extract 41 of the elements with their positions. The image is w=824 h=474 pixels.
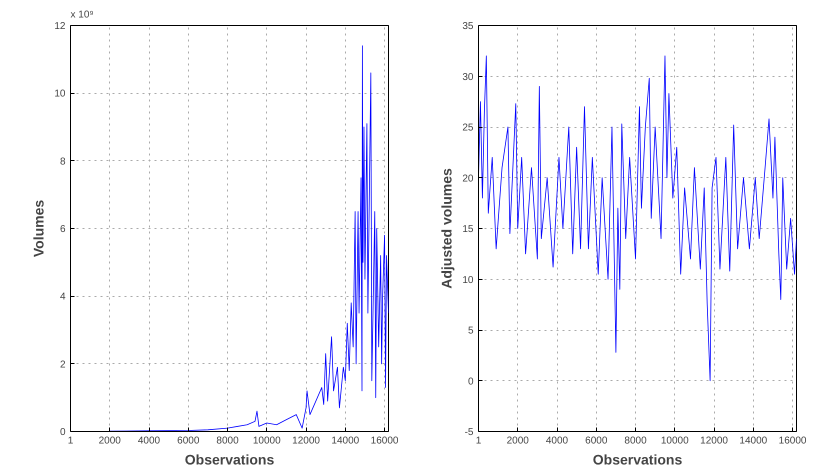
line-series (478, 56, 796, 382)
x-tick-label: 12000 (292, 436, 320, 446)
x-tick-label: 8000 (624, 436, 648, 446)
x-tick-label: 8000 (216, 436, 240, 446)
y-tick-label: 0 (60, 427, 66, 438)
y-tick-label: 8 (60, 156, 66, 168)
y-tick-label: 2 (60, 359, 66, 370)
y-tick-label: 0 (468, 376, 474, 388)
x-tick-label: 6000 (585, 436, 608, 446)
y-tick-label: 30 (462, 72, 474, 83)
x-tick-label: 4000 (138, 436, 161, 446)
x-tick-label: 6000 (177, 436, 200, 446)
y-tick-label: 15 (462, 224, 474, 235)
y-tick-label: 35 (462, 21, 474, 32)
x-tick-label: 16000 (778, 436, 807, 446)
x-tick-label: 10000 (252, 436, 282, 446)
y-tick-label: -5 (464, 427, 474, 438)
x-tick-label: 2000 (98, 436, 122, 446)
y-axis-title: Adjusted volumes (438, 168, 454, 289)
x-tick-label: 10000 (660, 436, 690, 446)
x-tick-label: 16000 (370, 436, 399, 446)
x-axis-title: Observations (184, 452, 274, 468)
x-tick-label: 4000 (546, 436, 569, 446)
y-tick-label: 12 (54, 21, 66, 32)
x-tick-label: 14000 (739, 436, 768, 446)
y-tick-label: 25 (462, 122, 474, 134)
x-tick-label: 12000 (700, 436, 728, 446)
x-axis-title: Observations (592, 452, 682, 468)
y-tick-label: 10 (54, 88, 66, 100)
y-tick-label: 5 (468, 326, 474, 336)
y-tick-label: 10 (462, 274, 474, 286)
y-tick-label: 6 (60, 224, 66, 235)
y-tick-label: 20 (462, 173, 474, 184)
x-tick-label: 1 (68, 436, 74, 446)
x-tick-label: 1 (476, 436, 482, 446)
x-tick-label: 2000 (506, 436, 530, 446)
text: x 10⁹ (70, 10, 94, 20)
y-axis-title: Volumes (30, 200, 46, 258)
y-tick-label: 4 (60, 292, 66, 303)
x-tick-label: 14000 (331, 436, 360, 446)
line-series (109, 45, 388, 432)
